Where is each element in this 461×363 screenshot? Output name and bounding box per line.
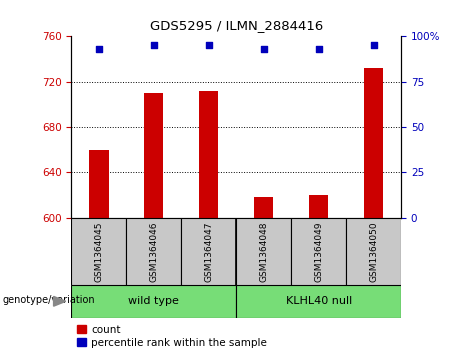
Point [205,42,213,48]
Text: GSM1364050: GSM1364050 [369,221,378,282]
Bar [144,93,164,218]
Bar [199,91,219,218]
Text: KLHL40 null: KLHL40 null [285,296,352,306]
Text: GSM1364047: GSM1364047 [204,221,213,282]
Bar [89,150,108,218]
FancyBboxPatch shape [71,218,126,285]
FancyBboxPatch shape [236,285,401,318]
Bar [309,195,328,218]
Text: genotype/variation: genotype/variation [2,295,95,305]
Point [315,46,322,52]
Point [95,46,103,52]
FancyBboxPatch shape [346,218,401,285]
Bar [254,197,273,218]
FancyBboxPatch shape [71,285,236,318]
Text: wild type: wild type [129,296,179,306]
Text: GSM1364045: GSM1364045 [95,221,103,282]
Text: GSM1364048: GSM1364048 [259,221,268,282]
Polygon shape [53,296,66,306]
Point [370,42,377,48]
Bar [364,68,383,218]
FancyBboxPatch shape [181,218,236,285]
FancyBboxPatch shape [291,218,346,285]
Title: GDS5295 / ILMN_2884416: GDS5295 / ILMN_2884416 [150,19,323,32]
Text: GSM1364049: GSM1364049 [314,221,323,282]
Point [150,42,158,48]
FancyBboxPatch shape [236,218,291,285]
Legend: count, percentile rank within the sample: count, percentile rank within the sample [77,325,267,348]
Point [260,46,267,52]
Text: GSM1364046: GSM1364046 [149,221,159,282]
FancyBboxPatch shape [126,218,181,285]
